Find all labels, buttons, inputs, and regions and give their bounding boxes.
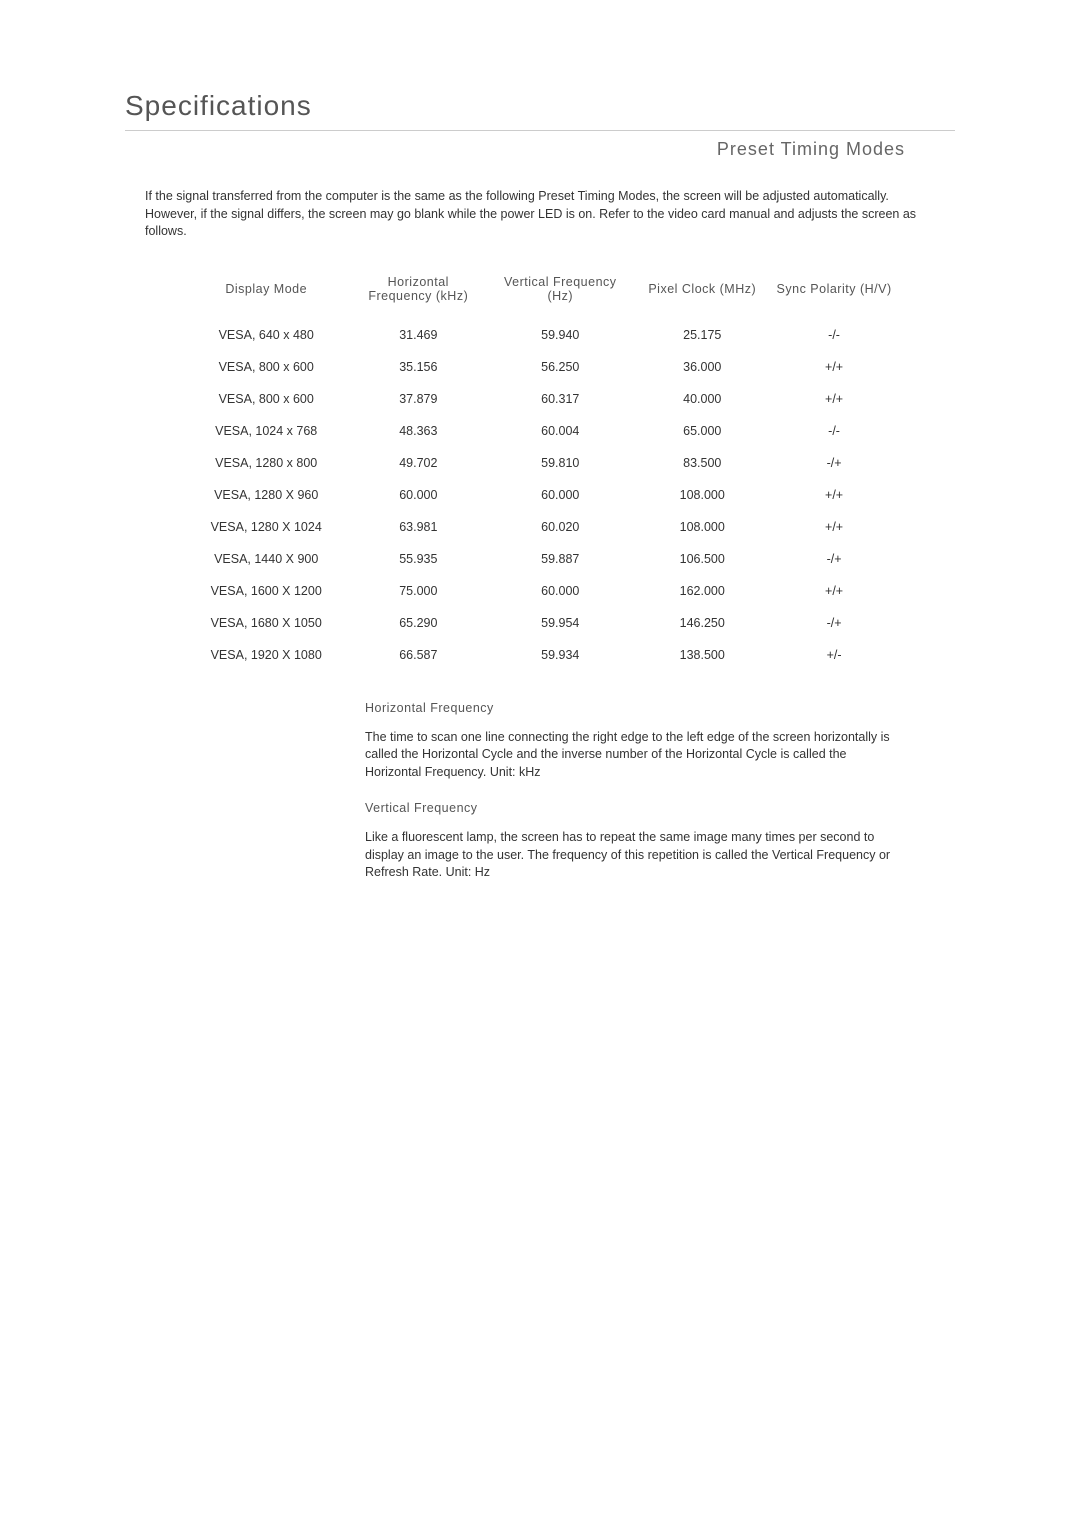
col-vfreq: Vertical Frequency (Hz) — [484, 269, 636, 319]
cell-display-mode: VESA, 640 x 480 — [180, 319, 352, 351]
cell-display-mode: VESA, 1280 x 800 — [180, 447, 352, 479]
cell-sync-polarity: +/+ — [768, 383, 900, 415]
cell-pixel-clock: 65.000 — [636, 415, 768, 447]
table-row: VESA, 1280 X 96060.00060.000108.000+/+ — [180, 479, 900, 511]
cell-vfreq: 56.250 — [484, 351, 636, 383]
cell-hfreq: 63.981 — [352, 511, 484, 543]
section-title: Preset Timing Modes — [125, 139, 955, 160]
table-row: VESA, 640 x 48031.46959.94025.175-/- — [180, 319, 900, 351]
intro-paragraph: If the signal transferred from the compu… — [145, 188, 935, 241]
cell-pixel-clock: 106.500 — [636, 543, 768, 575]
col-sync-polarity: Sync Polarity (H/V) — [768, 269, 900, 319]
cell-hfreq: 55.935 — [352, 543, 484, 575]
hfreq-def-title: Horizontal Frequency — [365, 701, 895, 715]
cell-hfreq: 49.702 — [352, 447, 484, 479]
vfreq-def-body: Like a fluorescent lamp, the screen has … — [365, 829, 895, 882]
cell-pixel-clock: 146.250 — [636, 607, 768, 639]
cell-sync-polarity: -/+ — [768, 543, 900, 575]
table-header-row: Display Mode Horizontal Frequency (kHz) … — [180, 269, 900, 319]
cell-display-mode: VESA, 800 x 600 — [180, 383, 352, 415]
vfreq-def-title: Vertical Frequency — [365, 801, 895, 815]
cell-vfreq: 59.940 — [484, 319, 636, 351]
cell-vfreq: 60.000 — [484, 575, 636, 607]
cell-pixel-clock: 83.500 — [636, 447, 768, 479]
definitions-block: Horizontal Frequency The time to scan on… — [365, 701, 895, 882]
cell-hfreq: 65.290 — [352, 607, 484, 639]
table-row: VESA, 800 x 60037.87960.31740.000+/+ — [180, 383, 900, 415]
cell-hfreq: 66.587 — [352, 639, 484, 671]
table-row: VESA, 800 x 60035.15656.25036.000+/+ — [180, 351, 900, 383]
cell-pixel-clock: 162.000 — [636, 575, 768, 607]
cell-sync-polarity: +/+ — [768, 479, 900, 511]
cell-pixel-clock: 108.000 — [636, 511, 768, 543]
cell-vfreq: 60.020 — [484, 511, 636, 543]
cell-hfreq: 60.000 — [352, 479, 484, 511]
cell-sync-polarity: -/- — [768, 415, 900, 447]
cell-display-mode: VESA, 800 x 600 — [180, 351, 352, 383]
cell-vfreq: 60.004 — [484, 415, 636, 447]
timing-modes-table: Display Mode Horizontal Frequency (kHz) … — [180, 269, 900, 671]
cell-display-mode: VESA, 1024 x 768 — [180, 415, 352, 447]
cell-pixel-clock: 36.000 — [636, 351, 768, 383]
cell-pixel-clock: 25.175 — [636, 319, 768, 351]
cell-sync-polarity: -/+ — [768, 607, 900, 639]
cell-vfreq: 60.317 — [484, 383, 636, 415]
table-row: VESA, 1680 X 105065.29059.954146.250-/+ — [180, 607, 900, 639]
cell-display-mode: VESA, 1680 X 1050 — [180, 607, 352, 639]
cell-display-mode: VESA, 1440 X 900 — [180, 543, 352, 575]
cell-hfreq: 48.363 — [352, 415, 484, 447]
cell-vfreq: 59.934 — [484, 639, 636, 671]
hfreq-def-body: The time to scan one line connecting the… — [365, 729, 895, 782]
cell-hfreq: 75.000 — [352, 575, 484, 607]
cell-hfreq: 35.156 — [352, 351, 484, 383]
cell-pixel-clock: 108.000 — [636, 479, 768, 511]
cell-sync-polarity: +/+ — [768, 575, 900, 607]
cell-pixel-clock: 40.000 — [636, 383, 768, 415]
col-display-mode: Display Mode — [180, 269, 352, 319]
cell-vfreq: 60.000 — [484, 479, 636, 511]
cell-vfreq: 59.887 — [484, 543, 636, 575]
cell-display-mode: VESA, 1280 X 960 — [180, 479, 352, 511]
cell-sync-polarity: +/+ — [768, 351, 900, 383]
cell-display-mode: VESA, 1280 X 1024 — [180, 511, 352, 543]
cell-display-mode: VESA, 1920 X 1080 — [180, 639, 352, 671]
cell-hfreq: 37.879 — [352, 383, 484, 415]
col-pixel-clock: Pixel Clock (MHz) — [636, 269, 768, 319]
cell-pixel-clock: 138.500 — [636, 639, 768, 671]
cell-sync-polarity: -/- — [768, 319, 900, 351]
cell-sync-polarity: -/+ — [768, 447, 900, 479]
cell-hfreq: 31.469 — [352, 319, 484, 351]
cell-vfreq: 59.954 — [484, 607, 636, 639]
table-row: VESA, 1280 X 102463.98160.020108.000+/+ — [180, 511, 900, 543]
timing-modes-tbody: VESA, 640 x 48031.46959.94025.175-/-VESA… — [180, 319, 900, 671]
cell-vfreq: 59.810 — [484, 447, 636, 479]
table-row: VESA, 1440 X 90055.93559.887106.500-/+ — [180, 543, 900, 575]
table-row: VESA, 1280 x 80049.70259.81083.500-/+ — [180, 447, 900, 479]
table-row: VESA, 1024 x 76848.36360.00465.000-/- — [180, 415, 900, 447]
table-row: VESA, 1600 X 120075.00060.000162.000+/+ — [180, 575, 900, 607]
cell-display-mode: VESA, 1600 X 1200 — [180, 575, 352, 607]
cell-sync-polarity: +/+ — [768, 511, 900, 543]
col-hfreq: Horizontal Frequency (kHz) — [352, 269, 484, 319]
cell-sync-polarity: +/- — [768, 639, 900, 671]
table-row: VESA, 1920 X 108066.58759.934138.500+/- — [180, 639, 900, 671]
page-title: Specifications — [125, 90, 955, 131]
